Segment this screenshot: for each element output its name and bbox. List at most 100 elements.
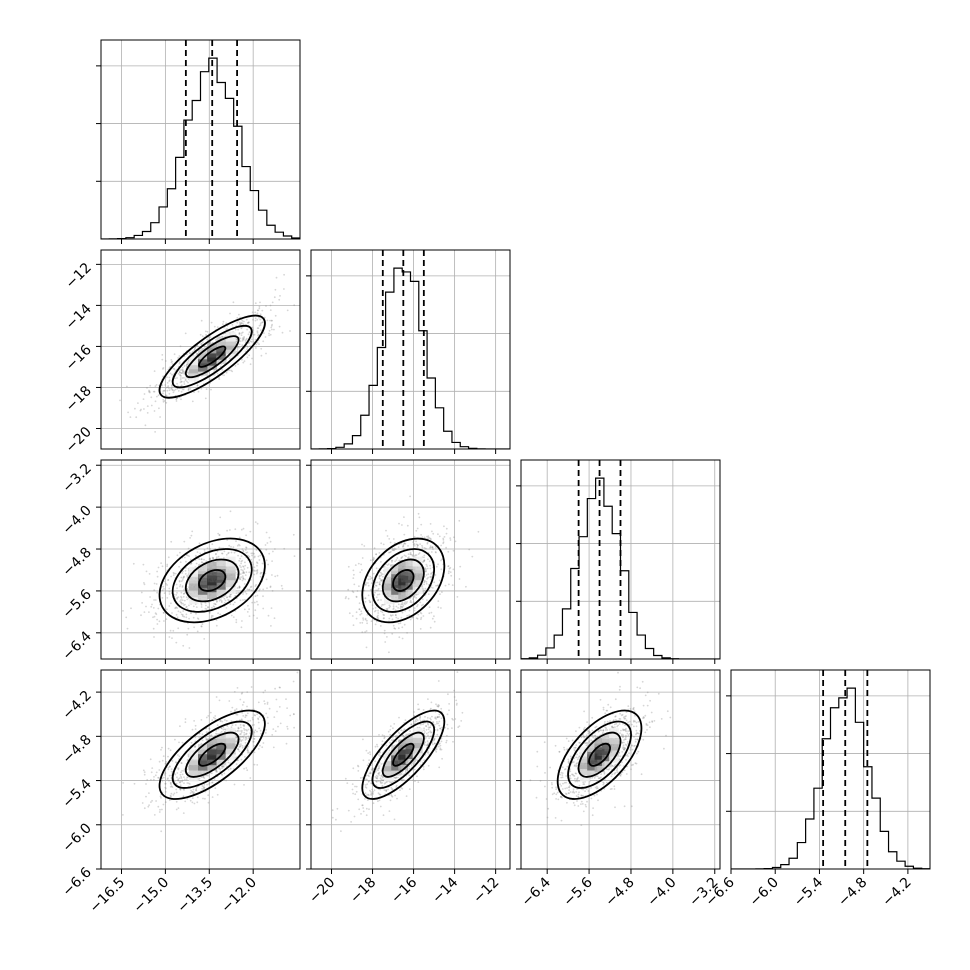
sample-point bbox=[387, 788, 389, 791]
sample-point bbox=[395, 605, 398, 608]
sample-point bbox=[378, 581, 381, 584]
sample-point bbox=[170, 387, 173, 389]
sample-point bbox=[246, 729, 248, 732]
sample-point bbox=[427, 698, 429, 700]
density-block bbox=[188, 580, 199, 591]
sample-point bbox=[427, 728, 430, 731]
sample-point bbox=[254, 585, 257, 587]
sample-point bbox=[250, 589, 253, 592]
sample-point bbox=[278, 298, 281, 301]
sample-point bbox=[215, 729, 218, 732]
sample-point bbox=[183, 372, 186, 375]
sample-point bbox=[181, 579, 184, 581]
sample-point bbox=[399, 605, 402, 608]
sample-point bbox=[412, 541, 415, 544]
sample-point bbox=[186, 363, 189, 366]
sample-point bbox=[425, 725, 427, 727]
sample-point bbox=[366, 622, 368, 625]
sample-point bbox=[417, 512, 420, 515]
sample-point bbox=[262, 607, 265, 610]
sample-point bbox=[251, 552, 254, 555]
sample-point bbox=[616, 768, 619, 770]
sample-point bbox=[239, 599, 242, 602]
panel-area-1-0 bbox=[101, 250, 300, 449]
sample-point bbox=[420, 616, 423, 619]
sample-point bbox=[182, 812, 185, 814]
sample-point bbox=[186, 633, 189, 636]
sample-point bbox=[440, 559, 442, 562]
sample-point bbox=[209, 547, 212, 550]
sample-point bbox=[369, 772, 372, 775]
sample-point bbox=[211, 719, 214, 721]
sample-point bbox=[165, 401, 168, 404]
sample-point bbox=[241, 569, 244, 572]
sample-point bbox=[394, 614, 397, 617]
sample-point bbox=[633, 745, 635, 747]
sample-point bbox=[369, 753, 372, 756]
sample-point bbox=[236, 748, 239, 751]
sample-point bbox=[430, 572, 433, 575]
sample-point bbox=[159, 795, 162, 798]
sample-point bbox=[411, 554, 414, 556]
sample-point bbox=[286, 725, 289, 728]
sample-point bbox=[212, 615, 214, 617]
sample-point bbox=[438, 535, 441, 538]
sample-point bbox=[222, 320, 225, 323]
sample-point bbox=[145, 605, 147, 608]
sample-point bbox=[207, 715, 210, 717]
sample-point bbox=[247, 322, 249, 324]
sample-point bbox=[435, 546, 437, 549]
sample-point bbox=[274, 575, 277, 578]
sample-point bbox=[429, 576, 431, 578]
sample-point bbox=[403, 602, 406, 605]
sample-point bbox=[241, 575, 244, 577]
sample-point bbox=[379, 793, 382, 796]
panel-frame bbox=[100, 459, 301, 660]
sample-point bbox=[161, 746, 163, 749]
sample-point bbox=[178, 361, 181, 363]
density-block bbox=[398, 582, 409, 593]
sample-point bbox=[260, 347, 263, 350]
sample-point bbox=[200, 558, 203, 561]
sample-point bbox=[215, 770, 218, 773]
sample-point bbox=[369, 559, 372, 562]
sample-point bbox=[406, 632, 408, 634]
sample-point bbox=[246, 566, 249, 569]
sample-point bbox=[433, 742, 436, 745]
sample-point bbox=[156, 575, 159, 578]
sample-point bbox=[477, 530, 480, 533]
sample-point bbox=[219, 719, 222, 722]
sample-point bbox=[575, 795, 578, 797]
sample-point bbox=[153, 390, 156, 393]
sample-point bbox=[190, 741, 193, 744]
density-block bbox=[207, 755, 218, 766]
sample-point bbox=[445, 741, 448, 744]
sample-point bbox=[372, 791, 375, 793]
sample-point bbox=[367, 752, 370, 754]
sample-point bbox=[238, 586, 241, 589]
sample-point bbox=[237, 554, 240, 557]
sample-point bbox=[397, 617, 399, 620]
sample-point bbox=[400, 616, 403, 619]
sample-point bbox=[360, 610, 363, 613]
sample-point bbox=[183, 778, 186, 781]
sample-point bbox=[447, 693, 449, 696]
sample-point bbox=[221, 335, 223, 338]
sample-point bbox=[383, 629, 386, 632]
sample-point bbox=[377, 612, 380, 614]
sample-point bbox=[184, 573, 187, 575]
sample-point bbox=[395, 548, 397, 550]
contour-2-0-2 bbox=[171, 548, 253, 613]
sample-point bbox=[283, 273, 285, 276]
sample-point bbox=[426, 565, 428, 567]
sample-point bbox=[214, 717, 217, 720]
sample-point bbox=[179, 381, 182, 384]
sample-point bbox=[162, 755, 165, 757]
sample-point bbox=[216, 326, 219, 328]
sample-point bbox=[248, 571, 251, 574]
x-tick-label: −12.0 bbox=[218, 875, 260, 917]
sample-point bbox=[375, 777, 378, 779]
panel-frame bbox=[310, 669, 511, 870]
sample-point bbox=[429, 717, 432, 720]
sample-point bbox=[459, 565, 462, 568]
